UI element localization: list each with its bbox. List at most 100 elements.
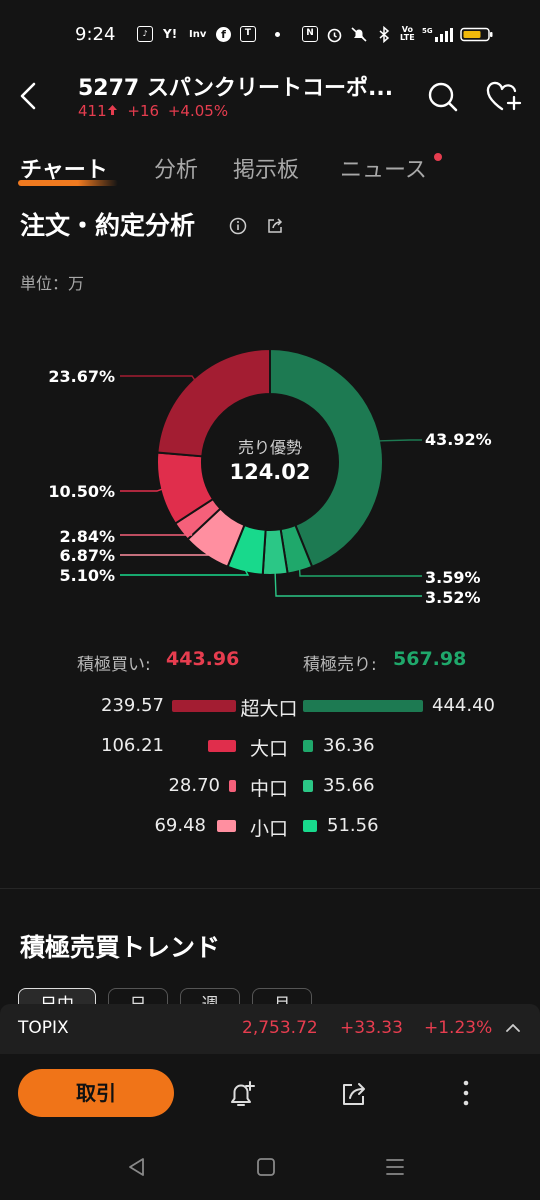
donut-slice-super-large-buy xyxy=(156,347,271,458)
slice-label-super-large-sell: 43.92% xyxy=(425,430,492,449)
medium-label: 中口 xyxy=(249,778,288,800)
bluetooth-icon xyxy=(378,25,390,43)
donut-chart xyxy=(120,347,422,597)
facebook-icon: f xyxy=(216,25,231,43)
yahoo-icon: Y! xyxy=(163,27,178,41)
large-sell-value: 36.36 xyxy=(323,735,375,756)
stock-title: 5277 スパンクリートコーポ... xyxy=(78,76,394,101)
nav-home-icon xyxy=(257,1158,275,1176)
small-sell-value: 51.56 xyxy=(327,815,379,836)
share-section-button[interactable] xyxy=(265,216,285,236)
alarm-icon xyxy=(326,25,343,43)
leader-line-large-sell xyxy=(298,568,422,577)
news-badge-dot xyxy=(434,153,442,161)
system-nav-bar xyxy=(0,1136,540,1200)
more-options-button[interactable] xyxy=(454,1078,478,1110)
bell-plus-icon xyxy=(231,1081,255,1106)
5g-signal-icon: 5G xyxy=(422,25,456,43)
info-button[interactable] xyxy=(229,217,247,235)
slice-label-large-sell: 3.59% xyxy=(425,568,481,587)
status-time: 9:24 xyxy=(75,24,116,45)
battery-icon xyxy=(460,25,494,43)
medium-buy-value: 28.70 xyxy=(168,775,220,796)
medium-sell-bar xyxy=(303,780,313,792)
back-button[interactable] xyxy=(14,78,46,114)
super-large-sell-bar xyxy=(303,700,423,712)
small-sell-bar xyxy=(303,820,317,832)
search-icon xyxy=(428,82,458,112)
add-favorite-button[interactable] xyxy=(485,80,523,114)
super-large-sell-value: 444.40 xyxy=(432,695,495,716)
medium-buy-bar xyxy=(229,780,236,792)
leader-line-small-buy xyxy=(120,552,211,556)
expand-index-button[interactable] xyxy=(504,1020,522,1034)
slice-label-large-buy: 10.50% xyxy=(48,482,115,501)
section-divider xyxy=(0,888,540,889)
stock-price: 411 xyxy=(78,102,107,120)
investing-icon: Inv xyxy=(189,28,207,40)
small-buy-bar xyxy=(217,820,236,832)
index-name: TOPIX xyxy=(18,1018,69,1038)
tab-news[interactable]: ニュース xyxy=(340,158,427,183)
tiktok-icon: ♪ xyxy=(137,25,153,43)
large-buy-bar xyxy=(208,740,236,752)
leader-line-super-large-buy xyxy=(120,375,196,381)
large-sell-bar xyxy=(303,740,313,752)
unit-label: 単位：万 xyxy=(20,274,85,293)
index-price: 2,753.72 xyxy=(242,1018,318,1038)
nav-recents-button[interactable] xyxy=(384,1156,406,1178)
nav-back-button[interactable] xyxy=(126,1156,148,1178)
active-sell-value: 567.98 xyxy=(393,648,467,670)
index-change: +33.33 xyxy=(340,1018,403,1038)
stock-change-pct: +4.05% xyxy=(167,102,229,120)
medium-sell-value: 35.66 xyxy=(323,775,375,796)
up-arrow-icon xyxy=(107,102,119,120)
dot-icon xyxy=(275,25,280,43)
trend-title: 積極売買トレンド xyxy=(20,933,221,962)
slice-label-super-large-buy: 23.67% xyxy=(48,367,115,386)
teams-icon: T xyxy=(240,25,256,43)
more-vertical-icon xyxy=(463,1080,469,1106)
super-large-label: 超大口 xyxy=(240,698,298,720)
search-button[interactable] xyxy=(426,80,460,114)
trade-button[interactable]: 取引 xyxy=(18,1069,174,1117)
center-value: 124.02 xyxy=(229,460,311,484)
super-large-buy-value: 239.57 xyxy=(101,695,164,716)
tab-analysis[interactable]: 分析 xyxy=(154,158,199,183)
slice-label-medium-buy: 2.84% xyxy=(59,527,115,546)
active-buy-label: 積極買い: xyxy=(77,655,151,675)
active-buy-value: 443.96 xyxy=(166,648,240,670)
mute-icon xyxy=(350,25,368,43)
donut-slice-super-large-sell xyxy=(269,347,384,569)
price-alert-button[interactable] xyxy=(226,1078,258,1110)
small-buy-value: 69.48 xyxy=(154,815,206,836)
share-icon xyxy=(343,1083,365,1105)
nav-menu-icon xyxy=(386,1159,404,1175)
slice-label-medium-sell: 3.52% xyxy=(425,588,481,607)
nav-home-button[interactable] xyxy=(255,1156,277,1178)
tab-chart[interactable]: チャート xyxy=(20,158,108,183)
large-buy-value: 106.21 xyxy=(101,735,164,756)
section-title: 注文・約定分析 xyxy=(20,211,196,240)
leader-line-small-sell xyxy=(120,569,250,576)
info-icon xyxy=(229,217,247,235)
slice-label-small-buy: 6.87% xyxy=(59,546,115,565)
center-label: 売り優勢 xyxy=(237,438,302,457)
heart-plus-icon xyxy=(486,81,522,111)
share-icon xyxy=(268,218,283,233)
stock-change: +16 xyxy=(127,102,160,120)
back-arrow-icon xyxy=(20,82,36,110)
leader-line-super-large-sell xyxy=(378,439,422,442)
nav-back-icon xyxy=(129,1158,144,1176)
large-label: 大口 xyxy=(249,738,288,760)
slice-label-small-sell: 5.10% xyxy=(59,566,115,585)
share-button[interactable] xyxy=(338,1078,370,1110)
super-large-buy-bar xyxy=(172,700,236,712)
nfc-icon: N xyxy=(302,25,318,43)
tab-board[interactable]: 掲示板 xyxy=(233,158,300,183)
index-ticker-bar[interactable] xyxy=(0,1004,540,1054)
leader-line-large-buy xyxy=(120,488,163,492)
leader-line-medium-buy xyxy=(120,529,193,536)
active-sell-label: 積極売り: xyxy=(303,655,377,675)
tab-active-indicator xyxy=(18,180,118,186)
